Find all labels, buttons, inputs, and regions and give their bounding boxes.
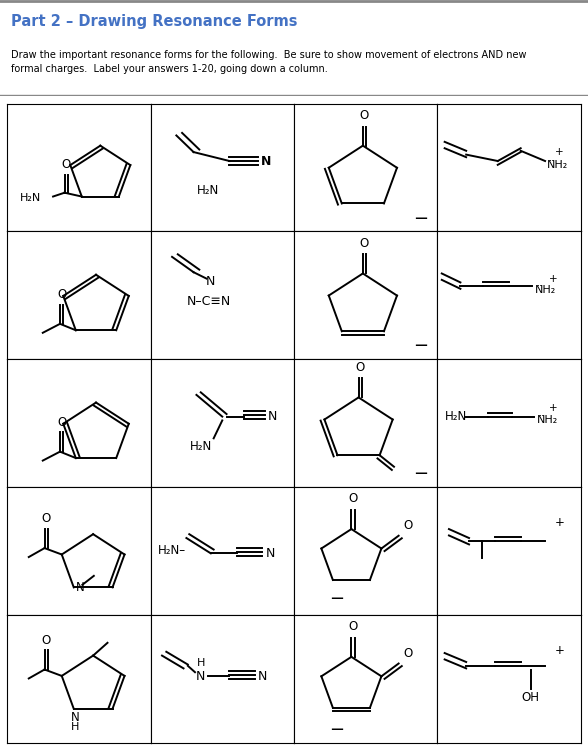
Text: O: O: [403, 646, 413, 660]
Text: +: +: [554, 644, 564, 657]
Text: N̈H₂: N̈H₂: [535, 285, 556, 295]
Text: +: +: [549, 403, 558, 412]
Text: N: N: [265, 547, 275, 560]
Text: O: O: [360, 109, 369, 122]
Text: −: −: [329, 721, 345, 739]
Text: H₂N–: H₂N–: [158, 544, 186, 557]
Text: H₂N: H₂N: [445, 410, 467, 423]
Text: O: O: [356, 361, 365, 374]
Text: N: N: [76, 580, 85, 594]
Text: N̈H₂: N̈H₂: [546, 160, 568, 170]
Text: −: −: [329, 590, 345, 608]
Text: Draw the important resonance forms for the following.  Be sure to show movement : Draw the important resonance forms for t…: [11, 50, 526, 74]
Text: N̈H₂: N̈H₂: [536, 416, 557, 425]
Text: O: O: [360, 237, 369, 250]
Text: O: O: [403, 519, 413, 532]
Text: H: H: [196, 658, 205, 668]
Text: N: N: [268, 410, 278, 423]
Text: O: O: [42, 512, 51, 525]
Text: +: +: [555, 147, 564, 157]
Text: H₂N: H₂N: [21, 193, 42, 202]
Text: N: N: [206, 274, 215, 288]
Text: N–C≡N: N–C≡N: [186, 295, 230, 308]
Text: O: O: [62, 158, 71, 171]
Text: O: O: [348, 493, 358, 506]
Text: +: +: [554, 516, 564, 530]
Text: O: O: [57, 416, 66, 429]
Text: Part 2 – Drawing Resonance Forms: Part 2 – Drawing Resonance Forms: [11, 14, 297, 29]
Text: OH: OH: [522, 692, 540, 704]
Text: N: N: [196, 670, 205, 682]
Text: −: −: [413, 338, 428, 356]
Text: O: O: [42, 634, 51, 646]
Text: H: H: [71, 722, 79, 731]
Text: +: +: [549, 274, 558, 284]
Text: H₂N: H₂N: [197, 184, 219, 197]
Text: −: −: [413, 209, 428, 227]
Text: N: N: [71, 711, 79, 724]
Text: O: O: [348, 620, 358, 633]
Text: N: N: [261, 154, 272, 167]
Text: H₂N: H₂N: [189, 440, 212, 452]
Text: O: O: [57, 288, 66, 301]
Text: −: −: [413, 465, 428, 483]
Text: N: N: [258, 670, 268, 682]
